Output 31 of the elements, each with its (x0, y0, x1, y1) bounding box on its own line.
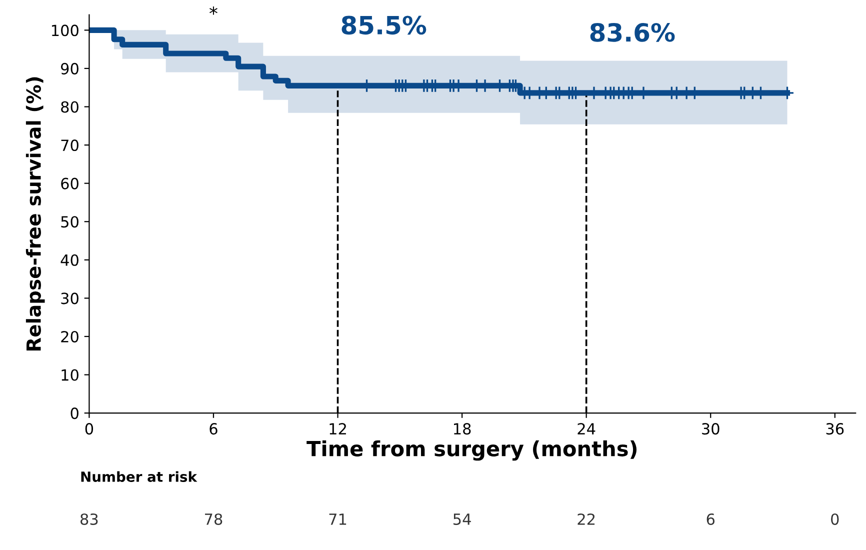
text: 0 (831, 513, 839, 525)
x-axis-title: Time from surgery (months) (306, 440, 637, 461)
x-tick-label: 12 (330, 423, 346, 434)
y-tick-label: 20 (61, 330, 78, 342)
text: 71 (329, 514, 346, 525)
y-tick-label: 70 (61, 139, 78, 152)
text: 6 (706, 513, 715, 525)
y-tick-label: 100 (52, 24, 78, 36)
y-axis-title: Relapse-free survival (%) (26, 77, 45, 351)
y-tick-label: 40 (60, 254, 78, 266)
y-tick-label: 60 (61, 178, 78, 190)
text: Number at risk (81, 471, 198, 482)
text: 22 (578, 513, 595, 525)
x-tick-label: 6 (210, 423, 218, 435)
y-tick-label: 50 (61, 216, 78, 228)
text: 83 (80, 513, 98, 525)
text: 78 (205, 513, 222, 525)
y-tick-label: 80 (61, 101, 78, 113)
x-tick-label: 36 (826, 423, 844, 435)
y-tick-label: 0 (70, 408, 78, 420)
x-tick-label: 18 (454, 423, 471, 435)
x-tick-label: 24 (578, 423, 596, 434)
y-tick-label: 10 (62, 369, 78, 381)
y-tick-label: 90 (60, 62, 78, 74)
text: 54 (454, 514, 471, 525)
y-tick-label: 30 (61, 292, 78, 304)
annotation: 85.5% (342, 16, 426, 35)
x-tick-label: 30 (702, 423, 720, 435)
annotation: 83.6% (590, 22, 675, 42)
annotation: * (210, 6, 218, 15)
x-tick-label: 0 (85, 423, 94, 435)
